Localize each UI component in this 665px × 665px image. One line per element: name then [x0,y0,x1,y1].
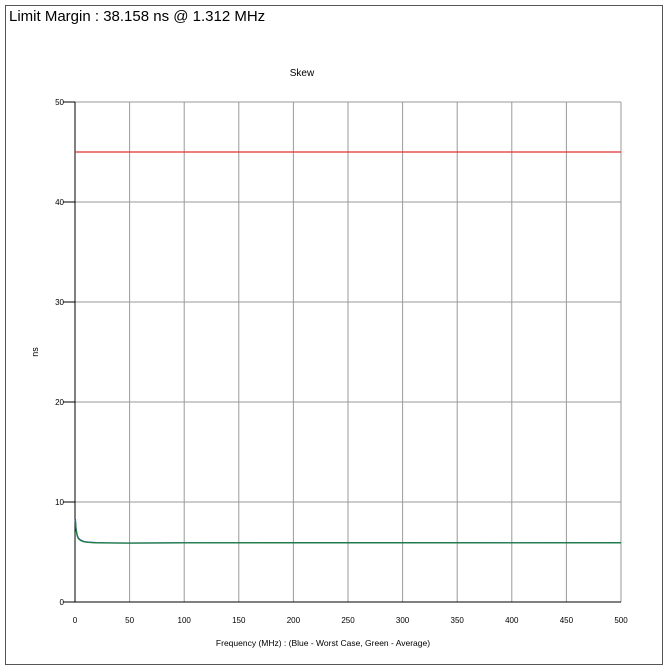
x-tick-label-350: 350 [451,616,465,625]
series-group [74,151,622,544]
x-tick-label-150: 150 [232,616,246,625]
axes [63,101,621,603]
limit-margin-text: Limit Margin : 38.158 ns @ 1.312 MHz [9,8,266,25]
y-axis-label: ns [30,347,40,357]
x-tick-label-100: 100 [178,616,192,625]
y-tick-label-50: 50 [55,98,64,107]
x-tick-label-500: 500 [614,616,628,625]
y-tick-label-20: 20 [55,398,64,407]
x-tick-label-450: 450 [560,616,574,625]
x-tick-label-0: 0 [73,616,78,625]
y-tick-label-10: 10 [55,498,64,507]
y-tick-label-0: 0 [60,598,65,607]
x-tick-label-200: 200 [287,616,301,625]
series-line-2 [74,519,622,544]
chart-title: Skew [290,68,315,79]
x-tick-label-300: 300 [396,616,410,625]
grid [75,101,622,602]
x-tick-label-250: 250 [341,616,355,625]
x-axis-label: Frequency (MHz) : (Blue - Worst Case, Gr… [216,638,430,648]
y-tick-label-30: 30 [55,298,64,307]
x-tick-label-400: 400 [505,616,519,625]
tick-labels: 0 50 100 150 200 250 300 350 400 450 500 0 10 20 30 40 5… [55,98,628,625]
x-tick-label-50: 50 [125,616,134,625]
y-tick-label-40: 40 [55,198,64,207]
